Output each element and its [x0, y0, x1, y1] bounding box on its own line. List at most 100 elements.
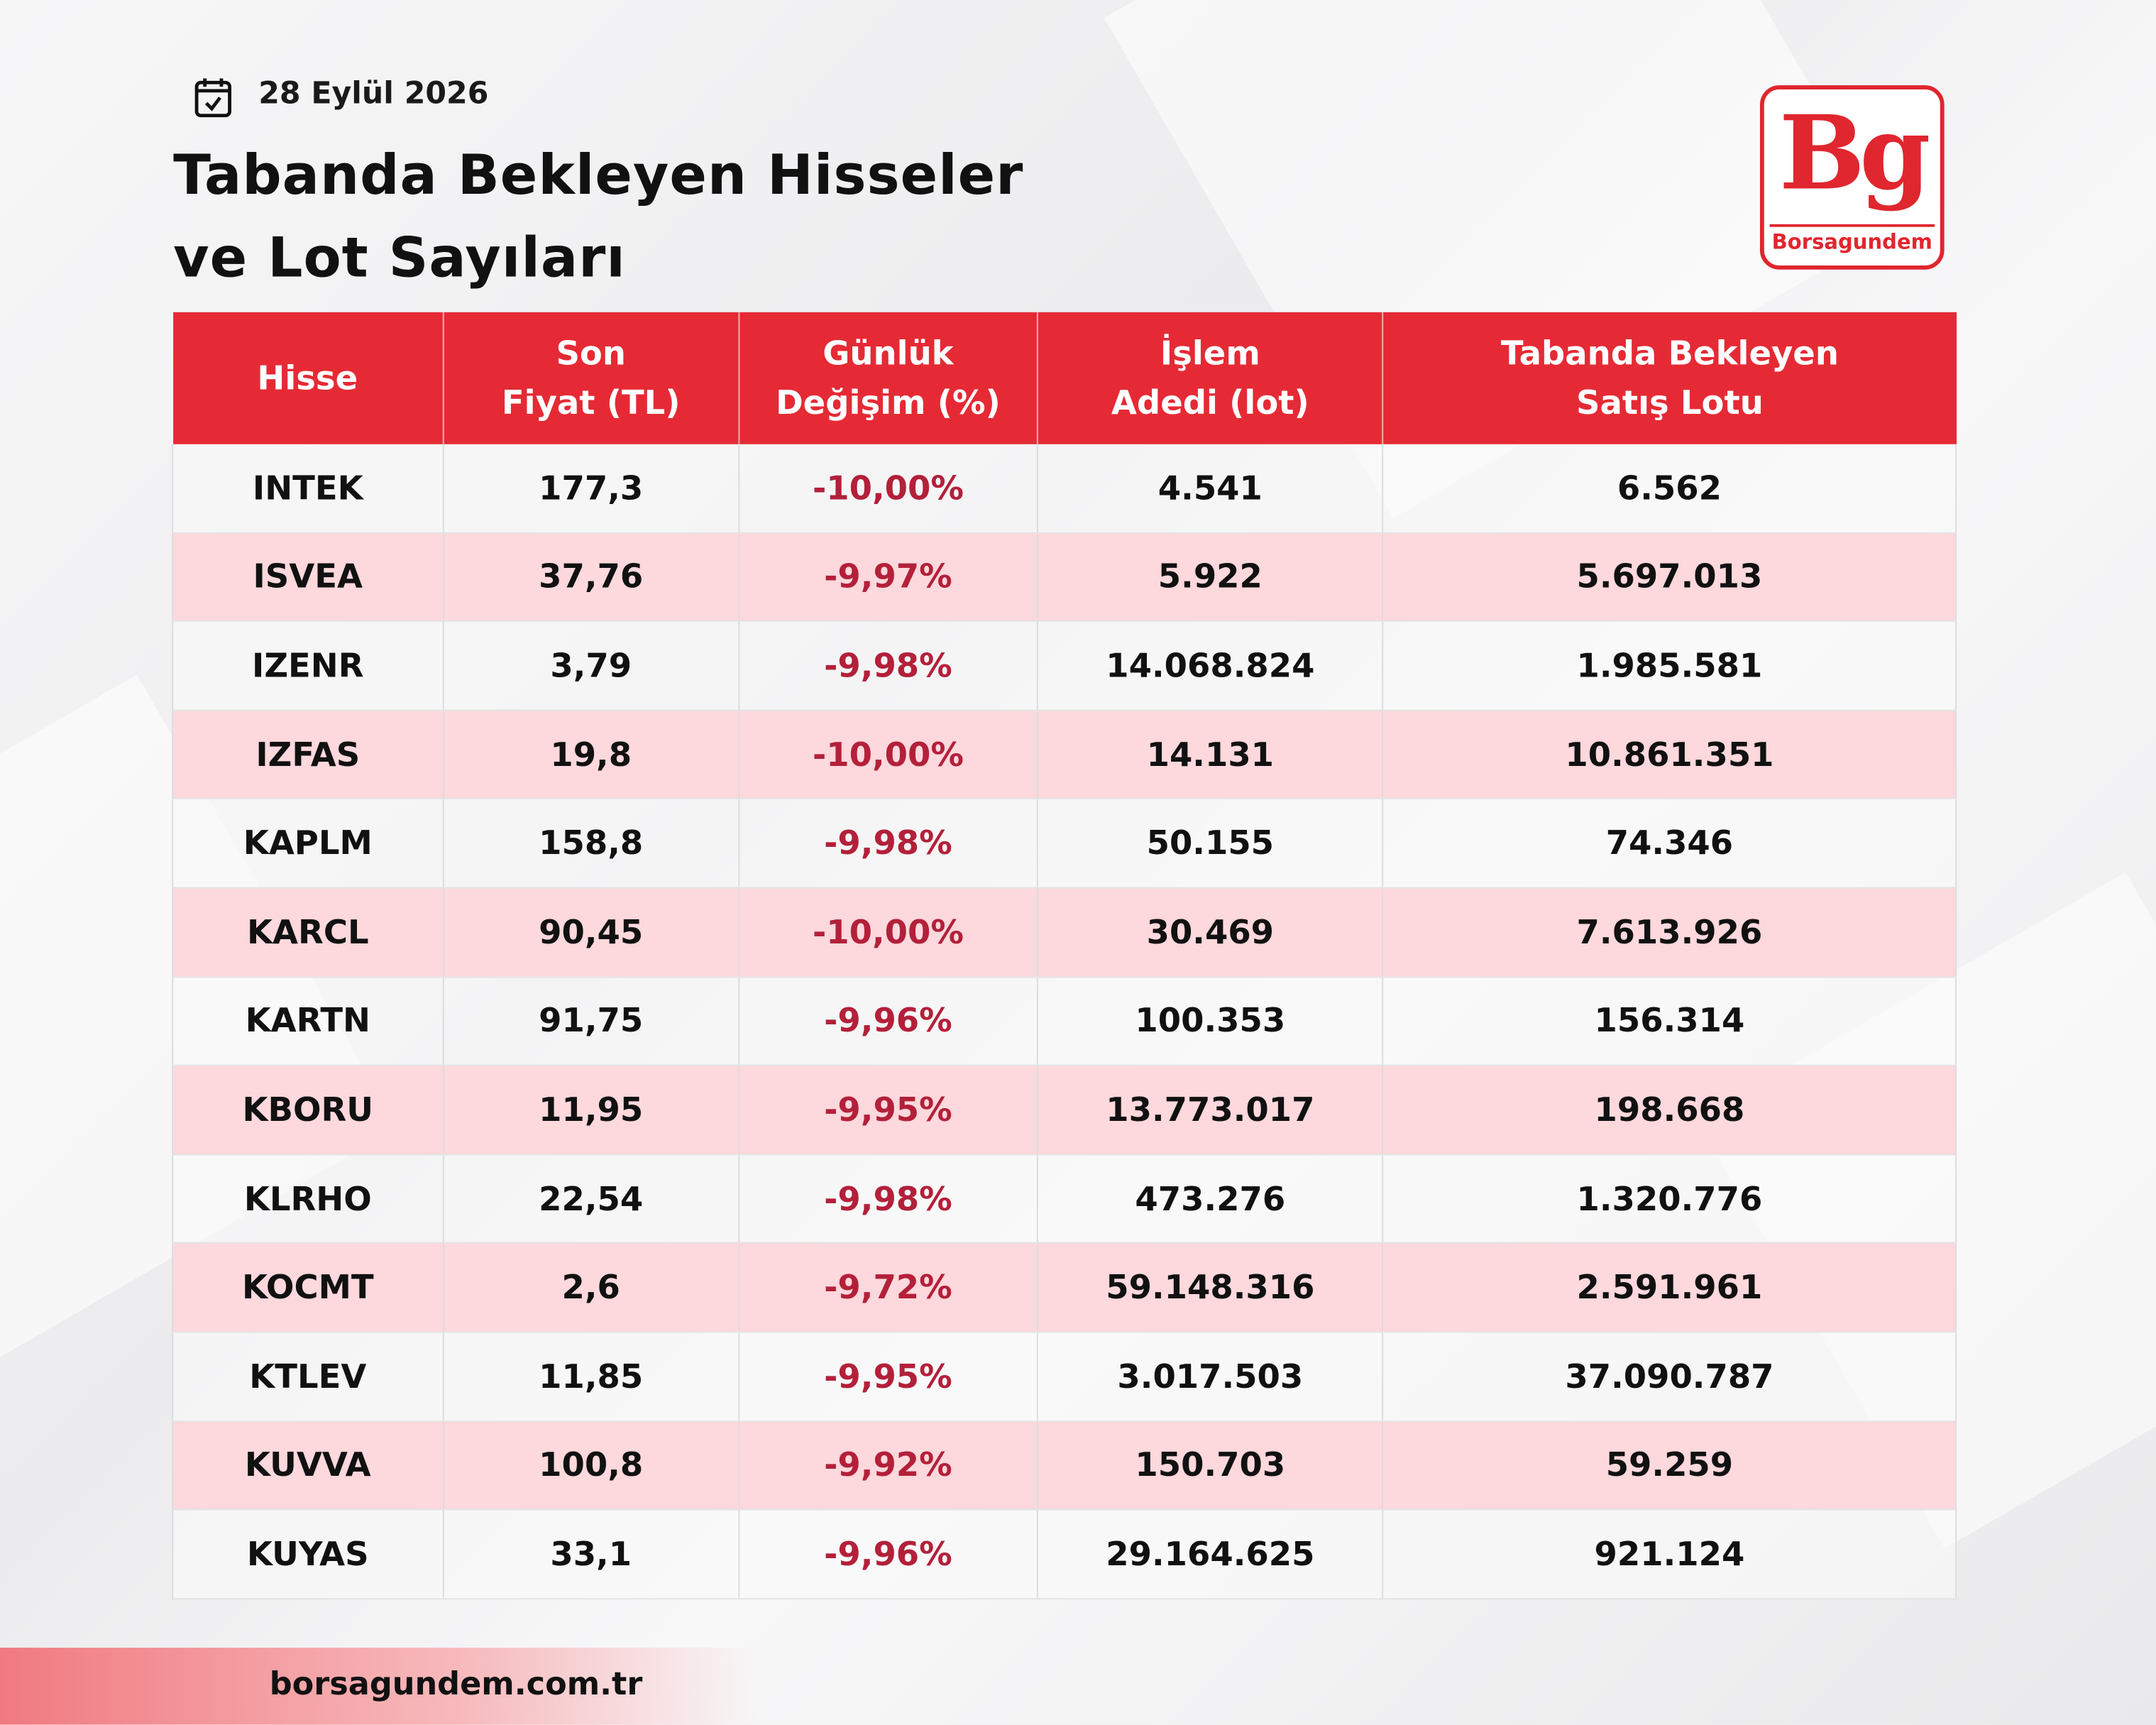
column-header: Hisse [172, 312, 444, 444]
table: Hisse Son Fiyat (TL) Günlük Değişim (%) İşlem… [172, 312, 1957, 1599]
table-cell: -9,95% [739, 1065, 1038, 1156]
header-line: Tabanda Bekleyen [1500, 334, 1839, 373]
title-line: ve Lot Sayıları [173, 226, 626, 290]
table-row: KBORU 11,95 -9,95% 13.773.017 198.668 [172, 1065, 1957, 1156]
table-cell: ISVEA [172, 532, 444, 623]
table-cell: KBORU [172, 1065, 444, 1156]
table-cell: 3.017.503 [1037, 1332, 1384, 1422]
table-cell: -10,00% [739, 710, 1038, 800]
table-cell: -9,98% [739, 1154, 1038, 1244]
table-row: IZFAS 19,8 -10,00% 14.131 10.861.351 [172, 710, 1957, 800]
table-row: ISVEA 37,76 -9,97% 5.922 5.697.013 [172, 532, 1957, 623]
table-cell: 22,54 [443, 1154, 739, 1244]
table-cell: 921.124 [1382, 1509, 1957, 1599]
table-row: KOCMT 2,6 -9,72% 59.148.316 2.591.961 [172, 1243, 1957, 1333]
header-line: Hisse [257, 358, 358, 398]
table-cell: 19,8 [443, 710, 739, 800]
table-cell: KARTN [172, 976, 444, 1066]
table-cell: 13.773.017 [1037, 1065, 1384, 1156]
table-cell: KUVVA [172, 1420, 444, 1511]
table-row: KLRHO 22,54 -9,98% 473.276 1.320.776 [172, 1154, 1957, 1244]
table-cell: 4.541 [1037, 444, 1384, 533]
table-cell: KOCMT [172, 1243, 444, 1333]
logo-mark: Bg [1778, 94, 1931, 214]
table-cell: 11,95 [443, 1065, 739, 1156]
table-cell: -9,97% [739, 532, 1038, 623]
table-row: INTEK 177,3 -10,00% 4.541 6.562 [172, 444, 1957, 533]
table-cell: 91,75 [443, 976, 739, 1066]
table-cell: 473.276 [1037, 1154, 1384, 1244]
table-cell: 3,79 [443, 621, 739, 711]
logo-name: Borsagundem [1769, 224, 1935, 254]
table-cell: 6.562 [1382, 444, 1957, 533]
table-cell: KUYAS [172, 1509, 444, 1599]
header-line: Satış Lotu [1576, 383, 1764, 422]
table-cell: 100,8 [443, 1420, 739, 1511]
logo: Bg Borsagundem [1760, 85, 1945, 270]
calendar-icon [194, 78, 231, 118]
header-line: Günlük [823, 334, 954, 373]
table-cell: 2.591.961 [1382, 1243, 1957, 1333]
table-row: KARCL 90,45 -10,00% 30.469 7.613.926 [172, 887, 1957, 978]
table-cell: 33,1 [443, 1509, 739, 1599]
title-line: Tabanda Bekleyen Hisseler [173, 144, 1024, 208]
table-body: INTEK 177,3 -10,00% 4.541 6.562 ISVEA 37,76 -9,… [172, 444, 1957, 1599]
table-cell: 59.259 [1382, 1420, 1957, 1511]
table-cell: 7.613.926 [1382, 887, 1957, 978]
table-cell: 10.861.351 [1382, 710, 1957, 800]
table-cell: 50.155 [1037, 799, 1384, 889]
table-cell: 30.469 [1037, 887, 1384, 978]
table-cell: 156.314 [1382, 976, 1957, 1066]
header-line: Son [556, 334, 626, 373]
date: 28 Eylül 2026 [258, 77, 489, 111]
table-cell: 29.164.625 [1037, 1509, 1384, 1599]
table-cell: 14.131 [1037, 710, 1384, 800]
header-line: Değişim (%) [776, 383, 1001, 422]
table-cell: 1.985.581 [1382, 621, 1957, 711]
table-cell: 2,6 [443, 1243, 739, 1333]
column-header: Günlük Değişim (%) [739, 312, 1038, 444]
table-row: KARTN 91,75 -9,96% 100.353 156.314 [172, 976, 1957, 1066]
table-cell: 1.320.776 [1382, 1154, 1957, 1244]
table-cell: -9,92% [739, 1420, 1038, 1511]
table-cell: INTEK [172, 444, 444, 533]
table-cell: -9,95% [739, 1332, 1038, 1422]
table-cell: 5.922 [1037, 532, 1384, 623]
table-row: IZENR 3,79 -9,98% 14.068.824 1.985.581 [172, 621, 1957, 711]
table-cell: 5.697.013 [1382, 532, 1957, 623]
table-cell: -9,96% [739, 1509, 1038, 1599]
table-cell: KLRHO [172, 1154, 444, 1244]
table-cell: KAPLM [172, 799, 444, 889]
table-cell: -10,00% [739, 887, 1038, 978]
column-header: İşlem Adedi (lot) [1037, 312, 1384, 444]
table-cell: -9,72% [739, 1243, 1038, 1333]
table-cell: 37.090.787 [1382, 1332, 1957, 1422]
footer-url: borsagundem.com.tr [269, 1667, 643, 1703]
table-cell: 11,85 [443, 1332, 739, 1422]
column-header: Son Fiyat (TL) [443, 312, 739, 444]
table-cell: IZFAS [172, 710, 444, 800]
table-cell: 177,3 [443, 444, 739, 533]
header-line: Fiyat (TL) [501, 383, 681, 422]
table-cell: 74.346 [1382, 799, 1957, 889]
table-cell: 14.068.824 [1037, 621, 1384, 711]
header-line: İşlem [1160, 334, 1260, 373]
header-line: Adedi (lot) [1111, 383, 1309, 422]
table-cell: -10,00% [739, 444, 1038, 533]
table-cell: IZENR [172, 621, 444, 711]
table-cell: 158,8 [443, 799, 739, 889]
table-cell: 198.668 [1382, 1065, 1957, 1156]
table-cell: KTLEV [172, 1332, 444, 1422]
table-cell: -9,98% [739, 799, 1038, 889]
table-row: KUYAS 33,1 -9,96% 29.164.625 921.124 [172, 1509, 1957, 1599]
title: Tabanda Bekleyen Hisseler ve Lot Sayılar… [173, 135, 1023, 300]
table-cell: -9,96% [739, 976, 1038, 1066]
table-cell: 90,45 [443, 887, 739, 978]
table-cell: 59.148.316 [1037, 1243, 1384, 1333]
table-cell: KARCL [172, 887, 444, 978]
table-cell: 37,76 [443, 532, 739, 623]
table-row: KUVVA 100,8 -9,92% 150.703 59.259 [172, 1420, 1957, 1511]
table-cell: -9,98% [739, 621, 1038, 711]
